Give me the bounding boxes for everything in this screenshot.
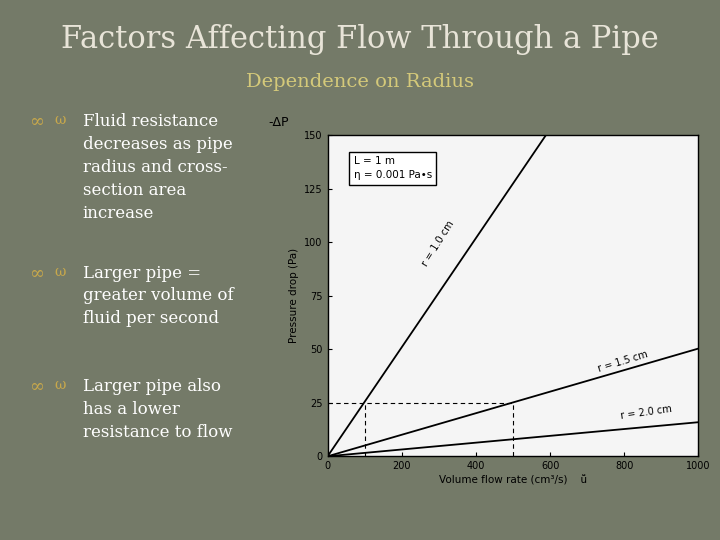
Text: Larger pipe =
greater volume of
fluid per second: Larger pipe = greater volume of fluid pe… (83, 265, 233, 327)
Text: r = 2.0 cm: r = 2.0 cm (619, 404, 672, 421)
Y-axis label: Pressure drop (Pa): Pressure drop (Pa) (289, 248, 299, 343)
Text: ω: ω (54, 113, 66, 127)
Text: r = 1.0 cm: r = 1.0 cm (420, 219, 456, 268)
Text: L = 1 m
η = 0.001 Pa•s: L = 1 m η = 0.001 Pa•s (354, 157, 432, 180)
Text: r = 1.5 cm: r = 1.5 cm (597, 349, 649, 374)
Text: Factors Affecting Flow Through a Pipe: Factors Affecting Flow Through a Pipe (61, 24, 659, 55)
Text: ω: ω (54, 378, 66, 392)
Text: Fluid resistance
decreases as pipe
radius and cross-
section area
increase: Fluid resistance decreases as pipe radiu… (83, 113, 233, 222)
Text: ∞: ∞ (29, 113, 44, 131)
Text: ∞: ∞ (29, 378, 44, 396)
X-axis label: Volume flow rate (cm³/s)    ṻ: Volume flow rate (cm³/s) ṻ (439, 475, 587, 486)
Text: ω: ω (54, 265, 66, 279)
Text: ∞: ∞ (29, 265, 44, 282)
Text: Larger pipe also
has a lower
resistance to flow: Larger pipe also has a lower resistance … (83, 378, 233, 441)
Text: -ΔP: -ΔP (269, 116, 289, 129)
Text: Dependence on Radius: Dependence on Radius (246, 73, 474, 91)
